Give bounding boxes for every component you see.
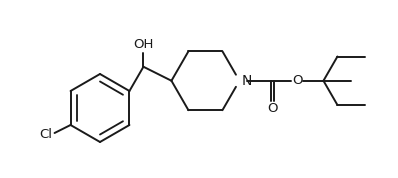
Text: N: N	[242, 74, 252, 88]
Text: Cl: Cl	[39, 129, 52, 142]
Text: OH: OH	[133, 38, 154, 51]
Text: O: O	[267, 102, 278, 115]
Text: O: O	[292, 74, 303, 87]
